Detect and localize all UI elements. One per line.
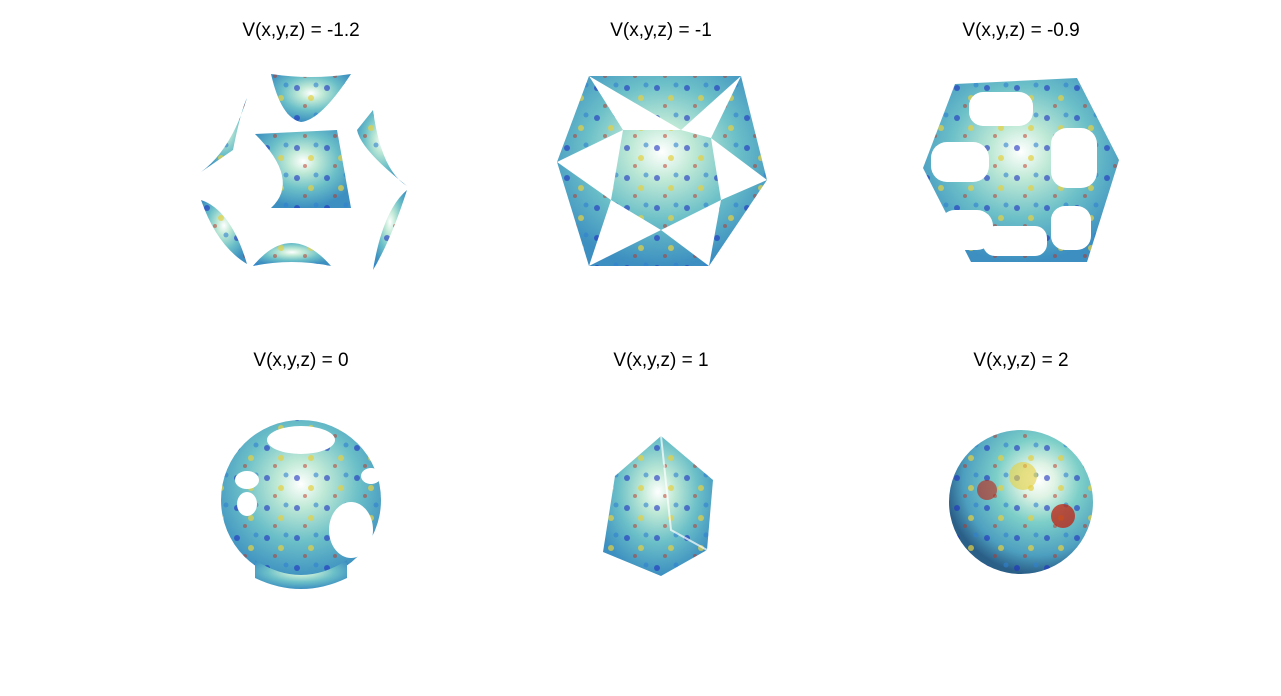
isosurface-plot: [603, 435, 713, 576]
panel-level-minus-1: V(x,y,z) = -1: [531, 20, 791, 320]
panel-level-1: V(x,y,z) = 1: [531, 350, 791, 650]
isosurface-plot: [949, 430, 1093, 574]
isosurface-plot: [557, 76, 767, 266]
surface-shell: [557, 76, 767, 266]
panel-title: V(x,y,z) = 1: [613, 350, 709, 371]
surface-body: [221, 420, 381, 589]
surface-body: [603, 435, 713, 576]
sphere-surface: [949, 430, 1093, 574]
panel-title: V(x,y,z) = 2: [973, 350, 1069, 371]
isosurface-plot: [221, 420, 381, 589]
panel-title: V(x,y,z) = 0: [253, 350, 349, 371]
panel-title: V(x,y,z) = -1.2: [242, 20, 360, 41]
panel-level-minus-1-2: V(x,y,z) = -1.2: [171, 20, 431, 320]
isosurface-plot: [201, 74, 407, 270]
surface-fragments: [201, 74, 407, 270]
surface-shell: [923, 78, 1119, 262]
panel-title: V(x,y,z) = -0.9: [962, 20, 1080, 41]
panel-title: V(x,y,z) = -1: [610, 20, 712, 41]
panel-level-minus-0-9: V(x,y,z) = -0.9: [891, 20, 1151, 320]
panel-level-2: V(x,y,z) = 2: [891, 350, 1151, 650]
panel-level-0: V(x,y,z) = 0: [171, 350, 431, 650]
isosurface-plot: [923, 78, 1119, 262]
